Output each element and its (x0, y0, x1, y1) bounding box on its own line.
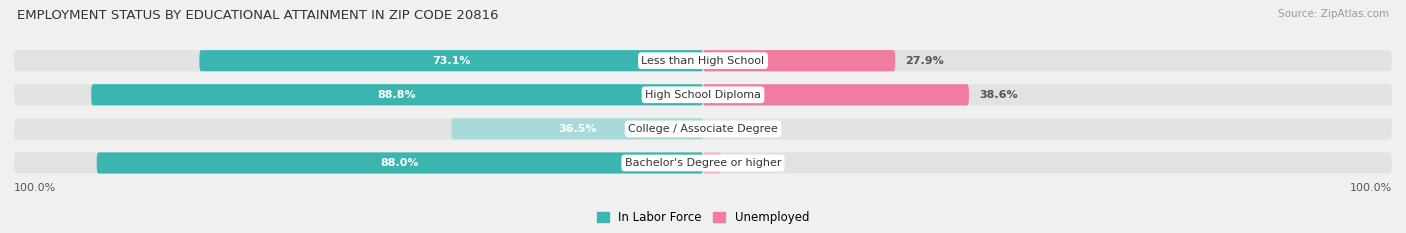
Text: 0.0%: 0.0% (717, 124, 748, 134)
FancyBboxPatch shape (200, 50, 703, 71)
FancyBboxPatch shape (97, 152, 703, 174)
Text: Source: ZipAtlas.com: Source: ZipAtlas.com (1278, 9, 1389, 19)
FancyBboxPatch shape (91, 84, 703, 105)
FancyBboxPatch shape (703, 152, 721, 174)
Text: 27.9%: 27.9% (905, 56, 945, 66)
Text: 38.6%: 38.6% (979, 90, 1018, 100)
FancyBboxPatch shape (14, 152, 1392, 174)
Text: 88.8%: 88.8% (378, 90, 416, 100)
Text: Less than High School: Less than High School (641, 56, 765, 66)
FancyBboxPatch shape (451, 118, 703, 140)
FancyBboxPatch shape (14, 50, 1392, 71)
Text: 73.1%: 73.1% (432, 56, 471, 66)
Text: High School Diploma: High School Diploma (645, 90, 761, 100)
Text: 2.7%: 2.7% (733, 158, 763, 168)
Text: Bachelor's Degree or higher: Bachelor's Degree or higher (624, 158, 782, 168)
Text: 88.0%: 88.0% (381, 158, 419, 168)
Text: 36.5%: 36.5% (558, 124, 596, 134)
Text: 100.0%: 100.0% (1350, 183, 1392, 193)
Legend: In Labor Force, Unemployed: In Labor Force, Unemployed (592, 206, 814, 229)
FancyBboxPatch shape (14, 84, 1392, 105)
FancyBboxPatch shape (703, 84, 969, 105)
FancyBboxPatch shape (703, 50, 896, 71)
Text: 100.0%: 100.0% (14, 183, 56, 193)
FancyBboxPatch shape (14, 118, 1392, 140)
Text: College / Associate Degree: College / Associate Degree (628, 124, 778, 134)
Text: EMPLOYMENT STATUS BY EDUCATIONAL ATTAINMENT IN ZIP CODE 20816: EMPLOYMENT STATUS BY EDUCATIONAL ATTAINM… (17, 9, 498, 22)
